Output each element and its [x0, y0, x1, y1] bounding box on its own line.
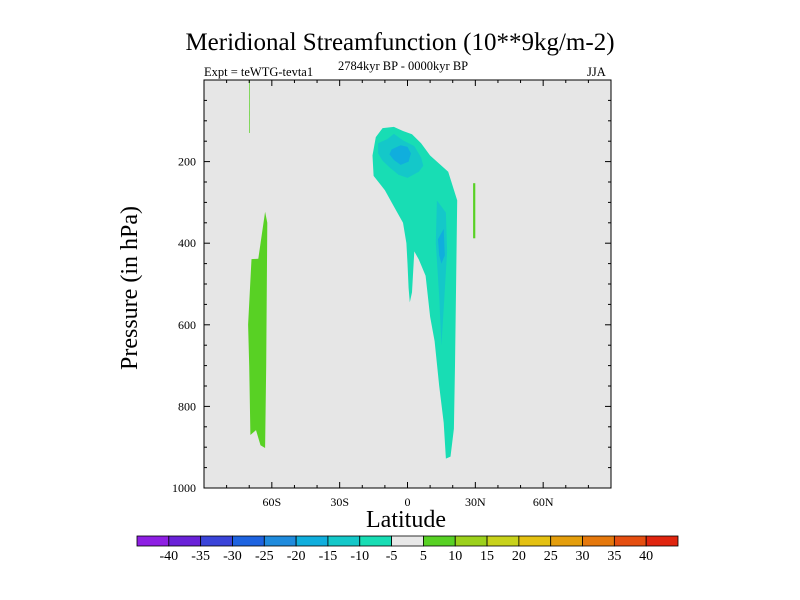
colorbar-swatch — [327, 535, 361, 547]
region-negative-main — [372, 126, 458, 459]
colorbar-swatch — [136, 535, 170, 547]
colorbar-label: 30 — [576, 549, 590, 564]
colorbar-swatch — [613, 535, 647, 547]
axis-ticks: 60S 30S 0 30N 60N 200 400 600 800 1000 — [172, 80, 611, 509]
colorbar-swatch — [454, 535, 488, 547]
colorbar-swatch — [645, 535, 679, 547]
colorbar-label: 15 — [480, 549, 494, 564]
colorbar-label: 25 — [544, 549, 558, 564]
x-tick-label: 60N — [533, 495, 554, 509]
colorbar-swatch — [359, 535, 392, 547]
colorbar-label: -30 — [223, 549, 242, 564]
chart-title: Meridional Streamfunction (10**9kg/m-2) — [185, 29, 615, 56]
colorbar-swatch — [423, 535, 456, 547]
region-positive-cell-sh — [248, 211, 268, 448]
x-axis-label: Latitude — [366, 507, 446, 533]
y-tick-label: 800 — [178, 399, 196, 413]
y-tick-label: 600 — [178, 318, 196, 332]
y-tick-label: 200 — [178, 155, 196, 169]
colorbar-swatch — [232, 535, 265, 547]
colorbar-swatch — [295, 535, 329, 547]
colorbar-label: 35 — [607, 549, 621, 564]
colorbar-label: -20 — [287, 549, 306, 564]
colorbar-swatch — [486, 535, 520, 547]
region-positive-thin-line — [249, 80, 250, 133]
region-negative-inner-tail — [435, 200, 448, 346]
colorbar-swatch — [550, 535, 583, 547]
colorbar: -40 -35 -30 -25 -20 -15 -10 -5 5 10 15 20 25 30 35 40 — [136, 535, 679, 564]
y-tick-label: 400 — [178, 236, 196, 250]
period-label: 2784kyr BP - 0000kyr BP — [338, 59, 469, 73]
region-negative-core-tail — [438, 228, 445, 264]
contour-regions — [248, 80, 476, 459]
x-tick-label: 0 — [405, 495, 411, 509]
colorbar-label: 40 — [639, 549, 653, 564]
region-negative-core — [389, 145, 411, 165]
colorbar-swatch — [168, 535, 202, 547]
colorbar-swatch — [200, 535, 233, 547]
experiment-label: Expt = teWTG-tevta1 — [204, 65, 314, 79]
colorbar-swatch — [391, 535, 424, 547]
colorbar-label: -5 — [386, 549, 398, 564]
colorbar-label: 5 — [420, 549, 427, 564]
colorbar-label: -35 — [191, 549, 210, 564]
y-tick-label: 1000 — [172, 481, 196, 495]
colorbar-label: -10 — [350, 549, 369, 564]
season-label: JJA — [587, 65, 606, 79]
colorbar-swatch — [582, 535, 615, 547]
x-tick-label: 60S — [262, 495, 281, 509]
x-tick-label: 30N — [465, 495, 486, 509]
colorbar-swatch — [263, 535, 297, 547]
region-positive-cell-nh — [473, 183, 476, 239]
x-tick-label: 30S — [330, 495, 349, 509]
colorbar-label: 20 — [512, 549, 526, 564]
colorbar-label: -15 — [319, 549, 338, 564]
colorbar-swatch — [518, 535, 552, 547]
colorbar-label: -25 — [255, 549, 274, 564]
colorbar-label: 10 — [448, 549, 462, 564]
colorbar-label: -40 — [159, 549, 178, 564]
